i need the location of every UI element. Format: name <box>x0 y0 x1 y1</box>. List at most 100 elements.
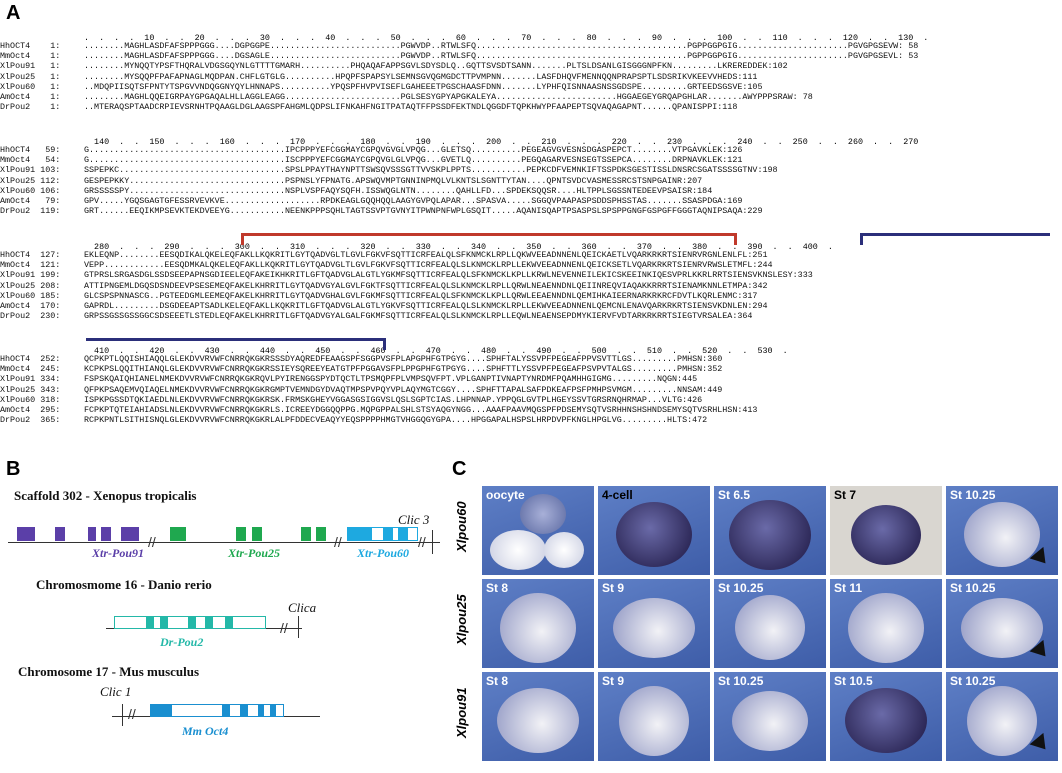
sequence-name: MmOct4 54: <box>0 155 61 166</box>
xtr-pou25-exon <box>316 527 326 541</box>
mm-oct4-label: Mm Oct4 <box>182 724 229 738</box>
danio-title: Chromosmome 16 - Danio rerio <box>36 577 212 592</box>
alignment-row: MmOct4 54: G.............................… <box>0 155 1062 166</box>
sequence-residues: GRT......EEQIKMPSEVKTEKDVEEYG...........… <box>84 206 763 217</box>
homeodomain-bar-bottom <box>86 338 386 341</box>
embryo-image: St 8 <box>482 579 594 668</box>
scaffold-title: Scaffold 302 - Xenopus tropicalis <box>14 488 197 503</box>
sequence-residues: ........MAGHLQQEIGRPAYGPGAQALHLLAGGLEAGG… <box>84 92 813 102</box>
gene-boundary-tick <box>298 616 299 638</box>
embryo-shape <box>735 595 805 660</box>
sequence-name: XlPou25 208: <box>0 280 61 291</box>
sequence-residues: GTPRSLSRGASDGLSSDSEEPAPNSGDIEELEQFAKEIKH… <box>84 270 813 281</box>
embryo-image: St 9 <box>598 672 710 761</box>
sequence-name: HhOCT4 127: <box>0 250 61 260</box>
dr-pou2-exon <box>188 616 196 629</box>
sequence-residues: ........MYNQQTYPSFTHQRALVDGSGQYNLGTTTTGM… <box>84 61 788 72</box>
embryo-shape <box>848 592 924 663</box>
sequence-residues: QFPKPSAQEMVQIAQELNMEKDVVRVWFCNRRQKGKRGMP… <box>84 384 723 395</box>
embryo-image: St 10.25 <box>946 486 1058 575</box>
gene-boundary-tick <box>432 530 433 554</box>
sequence-name: XlPou91 334: <box>0 374 61 385</box>
sequence-name: XlPou25 112: <box>0 175 61 186</box>
sequence-residues: G.......................................… <box>84 155 743 166</box>
sequence-name: MmOct4 245: <box>0 364 61 375</box>
sequence-residues: ATTIPNGEMLDGQSDSNDEEVPSESEMEQFAKELKHRRIT… <box>84 280 768 291</box>
alignment-row: MmOct4 121: VEPP............EESQDMKALQKEL… <box>0 260 1062 271</box>
alignment-row: MmOct4 245: KCPKPSLQQITHIANQLGLEKDVVRVWFC… <box>0 364 1062 375</box>
xtr-pou60-exon <box>383 527 393 541</box>
embryo-shape <box>845 688 927 753</box>
sequence-name: MmOct4 121: <box>0 260 61 271</box>
dr-pou2-label: Dr-Pou2 <box>160 635 204 649</box>
alignment-row: HhOCT4 127: EKLEQNP........EESQDIKALQKELE… <box>0 250 1062 260</box>
embryo-image: St 9 <box>598 579 710 668</box>
sequence-name: XlPou91 199: <box>0 270 61 281</box>
sequence-name: XlPou91 1: <box>0 61 61 72</box>
position-ruler-3: 280 . . . 290 . . . 300 . . 310 . . . 32… <box>84 242 833 252</box>
sequence-name: XlPou91 103: <box>0 165 61 176</box>
alignment-row: DrPou2 1: ..MTERAQSPTAADCRPIEVSRNHTPQAAGL… <box>0 102 1062 113</box>
stage-label: St 10.25 <box>950 488 996 502</box>
embryo-shape <box>497 688 579 753</box>
mus-title: Chromosome 17 - Mus musculus <box>18 664 200 679</box>
mm-oct4-exon <box>150 704 172 717</box>
stage-label: St 10.5 <box>834 674 873 688</box>
homeodomain-bar-top <box>860 233 1050 236</box>
sequence-name: AmOct4 170: <box>0 301 61 311</box>
clica-label: Clica <box>288 600 317 615</box>
sequence-name: XlPou25 343: <box>0 384 61 395</box>
stage-label: St 9 <box>602 674 625 688</box>
dr-pou2-exon <box>160 616 168 629</box>
sequence-residues: ISPKPGSSDTQKIAEDLNLEKDVVRVWFCNRRQKGKRSK.… <box>84 394 703 405</box>
alignment-row: AmOct4 170: GAPRDL.........DSGDEEAPTSADLK… <box>0 301 1062 311</box>
sequence-residues: ........MYSQQPFPAFAPNAGLMQDPAN.CHFLGTGLG… <box>84 71 758 82</box>
embryo-image: St 10.25 <box>714 579 826 668</box>
sequence-name: AmOct4 295: <box>0 405 61 415</box>
sequence-residues: QCPKPTLQQISHIAQQLGLEKDVVRVWFCNRRQKGKRSSS… <box>84 354 723 364</box>
alignment-row: DrPou2 230: GRPSSGSSGSSGGCSDSEEETLSTEDLEQ… <box>0 311 1062 322</box>
alignment-row: AmOct4 295: FCPKPTQTEIAHIADSLNLEKDVVRVWFC… <box>0 405 1062 415</box>
sequence-name: MmOct4 1: <box>0 51 61 62</box>
mm-oct4-exon <box>258 704 264 717</box>
alignment-row: AmOct4 79: GPV.....YGQSGAGTGFESSRVEVKVE..… <box>0 196 1062 206</box>
clic3-label: Clic 3 <box>398 512 430 527</box>
sequence-name: DrPou2 1: <box>0 102 61 113</box>
sequence-name: XlPou60 318: <box>0 394 61 405</box>
sequence-residues: GRSSSSSPY...............................… <box>84 185 713 196</box>
embryo-image: St 10.25 <box>714 672 826 761</box>
sequence-alignment: . . . . 10 . . 20 . . . 30 . . . 40 . . … <box>0 33 1062 426</box>
embryo-image: oocyte <box>482 486 594 575</box>
embryo-image: St 10.25 <box>946 579 1058 668</box>
xtr-pou91-exon <box>121 527 139 541</box>
sequence-residues: KCPKPSLQQITHIANQLGLEKDVVRVWFCNRRQKGKRSSI… <box>84 364 723 375</box>
panel-label-b: B <box>6 458 21 480</box>
dr-pou2-exon <box>205 616 213 629</box>
alignment-row: XlPou60 106: GRSSSSSPY...................… <box>0 185 1062 196</box>
sequence-name: DrPou2 365: <box>0 415 61 426</box>
stage-label: St 10.25 <box>718 674 764 688</box>
sequence-residues: ........MAGHLASDFAFSPPPGGG....DGSAGLE...… <box>84 51 919 62</box>
sequence-name: XlPou25 1: <box>0 71 61 82</box>
sequence-residues: G.......................................… <box>84 145 743 155</box>
stage-label: St 8 <box>486 674 509 688</box>
sequence-name: DrPou2 119: <box>0 206 61 217</box>
panel-label-a: A <box>6 2 21 24</box>
pou-specific-domain-left-tick <box>241 233 244 245</box>
sequence-residues: FSPSKQAIQHIANELNMEKDVVRVWFCNRRQKGKRQVLPY… <box>84 374 698 385</box>
stage-label: St 10.25 <box>950 674 996 688</box>
xtr-pou60-utr <box>371 527 418 541</box>
sequence-residues: SSPEPKC.................................… <box>84 165 778 176</box>
embryo-image: St 11 <box>830 579 942 668</box>
alignment-row: XlPou60 318: ISPKPGSSDTQKIAEDLNLEKDVVRVWF… <box>0 394 1062 405</box>
stage-label: St 10.25 <box>950 581 996 595</box>
sequence-name: AmOct4 79: <box>0 196 61 206</box>
position-ruler-2: 140 . . 150 . . . 160 . . . 170 . . . 18… <box>84 137 919 147</box>
in-situ-grid: Xlpou60 Xlpou25 Xlpou91 oocyte 4-cell St 6.5 S… <box>454 486 1062 773</box>
stage-label: oocyte <box>486 488 525 502</box>
embryo-shape <box>616 502 692 567</box>
stage-label: 4-cell <box>602 488 633 502</box>
embryo-shape <box>851 504 921 565</box>
break-mark: // <box>280 620 288 636</box>
homeodomain-left-tick <box>860 233 863 245</box>
